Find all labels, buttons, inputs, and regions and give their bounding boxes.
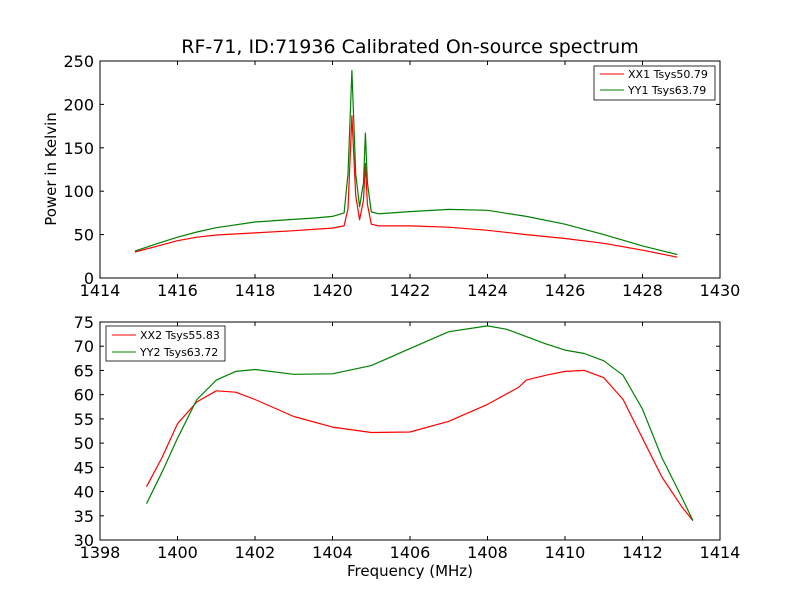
chart-title: RF-71, ID:71936 Calibrated On-source spe…: [181, 36, 638, 58]
top-legend-box: [593, 65, 716, 101]
top-x-tick-label: 1422: [390, 281, 431, 300]
bottom-x-tick-label: 1410: [545, 543, 586, 562]
top-plot-legend: XX1 Tsys50.79 YY1 Tsys63.79: [593, 65, 716, 101]
top-x-tick-label: 1430: [700, 281, 741, 300]
top-x-tick-label: 1414: [80, 281, 121, 300]
bottom-y-tick-label: 35: [74, 507, 94, 526]
top-x-tick-label: 1424: [467, 281, 508, 300]
bottom-x-tick-label: 1398: [80, 543, 121, 562]
top-series-line-xx: [134, 115, 678, 258]
top-x-tick-label: 1418: [235, 281, 276, 300]
bottom-x-tick-label: 1400: [157, 543, 198, 562]
top-y-tick-label: 200: [63, 95, 94, 114]
top-plot-ticks: 1414 1416 1418 1420 1422 1424 1426 1428 1430 0 50 1…: [63, 52, 740, 300]
bottom-x-tick-label: 1404: [312, 543, 353, 562]
bottom-series-line-yy: [145, 325, 694, 521]
bottom-y-tick-label: 30: [74, 531, 94, 550]
bottom-plot-ticks: 1398 1400 1402 1404 1406 1408 1410 1412 1414 30 35…: [74, 313, 741, 562]
bottom-legend-label-xx2: XX2 Tsys55.83: [140, 329, 220, 342]
bottom-x-axis-label: Frequency (MHz): [347, 562, 473, 580]
bottom-y-tick-label: 75: [74, 313, 94, 332]
bottom-y-tick-label: 40: [74, 483, 94, 502]
top-y-tick-label: 50: [74, 226, 94, 245]
bottom-x-tick-label: 1414: [700, 543, 741, 562]
top-legend-label-yy1: YY1 Tsys63.79: [627, 84, 706, 97]
bottom-legend-label-yy2: YY2 Tsys63.72: [139, 346, 218, 359]
top-y-axis-label: Power in Kelvin: [42, 112, 60, 226]
bottom-y-tick-label: 65: [74, 361, 94, 380]
top-legend-label-xx1: XX1 Tsys50.79: [628, 68, 708, 81]
top-x-tick-label: 1428: [622, 281, 663, 300]
bottom-plot-legend: XX2 Tsys55.83 YY2 Tsys63.72: [105, 325, 226, 362]
bottom-x-tick-label: 1406: [390, 543, 431, 562]
bottom-y-tick-label: 45: [74, 458, 94, 477]
bottom-x-tick-label: 1402: [235, 543, 276, 562]
bottom-plot-frame: [99, 321, 721, 541]
bottom-x-tick-label: 1412: [622, 543, 663, 562]
bottom-series-line-xx: [145, 369, 694, 521]
top-plot-series: [134, 69, 678, 258]
top-x-tick-label: 1420: [312, 281, 353, 300]
top-y-tick-label: 100: [63, 182, 94, 201]
bottom-x-tick-label: 1408: [467, 543, 508, 562]
top-y-tick-label: 250: [63, 52, 94, 71]
bottom-y-tick-label: 50: [74, 434, 94, 453]
top-y-tick-label: 150: [63, 139, 94, 158]
bottom-y-tick-label: 70: [74, 337, 94, 356]
top-series-line-yy: [134, 69, 678, 256]
bottom-y-tick-label: 60: [74, 386, 94, 405]
top-plot-frame: [99, 60, 721, 279]
bottom-y-tick-label: 55: [74, 410, 94, 429]
top-y-tick-label: 0: [84, 269, 94, 288]
bottom-plot-series: [145, 325, 694, 521]
bottom-legend-box: [105, 325, 226, 362]
top-x-tick-label: 1416: [157, 281, 198, 300]
top-x-tick-label: 1426: [545, 281, 586, 300]
